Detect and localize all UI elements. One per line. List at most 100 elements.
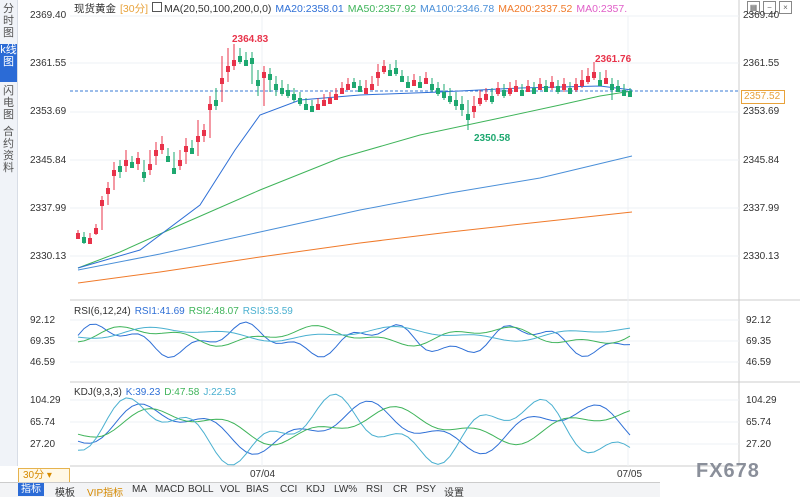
- candle-body: [274, 84, 278, 90]
- tab-vol[interactable]: VOL: [220, 484, 241, 495]
- candle-body: [436, 88, 440, 94]
- candle-body: [520, 90, 524, 96]
- candle-body: [280, 88, 284, 94]
- period-selector-label: 30分: [23, 470, 45, 481]
- ma200-line: [77, 211, 633, 284]
- candle-body: [334, 94, 338, 100]
- sidebar-item-contract-info[interactable]: 合约资料: [3, 126, 14, 174]
- candle-body: [358, 86, 362, 92]
- candle-body: [532, 88, 536, 94]
- main-chart-header: 现货黄金 [30分] MA(20,50,100,200,0,0) MA20:2358.…: [74, 1, 631, 15]
- symbol-name: 现货黄金: [74, 3, 116, 15]
- d-line: [77, 406, 631, 446]
- tab-kdj[interactable]: KDJ: [306, 484, 325, 495]
- candle-body: [166, 156, 170, 162]
- rsi1-value: RSI1:41.69: [134, 306, 185, 317]
- tab-vip-indicators[interactable]: VIP指标: [87, 488, 124, 499]
- y-tick-label: 2330.13: [743, 251, 780, 262]
- current-price-tag: 2357.52: [741, 90, 785, 104]
- high-price-annotation: 2364.83: [232, 34, 269, 45]
- ma20-line: [77, 85, 633, 269]
- close-icon[interactable]: ×: [779, 1, 792, 14]
- window-controls: ▦ − ×: [744, 1, 792, 15]
- tab-psy[interactable]: PSY: [416, 484, 437, 495]
- y-tick-label: 2369.40: [743, 10, 780, 21]
- candle-body: [364, 88, 368, 94]
- indicator-tab-bar: 指标 模板 VIP指标 MA MACD BOLL VOL BIAS CCI KD…: [0, 482, 660, 499]
- kdj-y-tick-left: 65.74: [30, 417, 56, 428]
- candle-body: [424, 78, 428, 84]
- tab-boll[interactable]: BOLL: [188, 484, 214, 495]
- sidebar-item-flash[interactable]: 闪电图: [3, 85, 14, 121]
- tab-cci[interactable]: CCI: [280, 484, 298, 495]
- candle-body: [346, 84, 350, 90]
- d-value: D:47.58: [164, 387, 200, 398]
- candle-body: [394, 68, 398, 74]
- ma100-line: [77, 155, 633, 271]
- candle-body: [370, 84, 374, 90]
- candle-body: [286, 90, 290, 96]
- rsi-header: RSI(6,12,24) RSI1:41.69 RSI2:48.07 RSI3:53.…: [74, 306, 297, 317]
- y-tick-label-left: 2337.99: [30, 203, 67, 214]
- left-sidebar: 分时图 k线图 闪电图 合约资料: [0, 0, 18, 466]
- tab-bias[interactable]: BIAS: [246, 484, 269, 495]
- kdj-y-tick-left: 27.20: [30, 439, 56, 450]
- candle-body: [322, 100, 326, 106]
- ma50-line: [77, 90, 633, 269]
- candle-body: [226, 66, 230, 72]
- k-line: [77, 400, 631, 455]
- candle-body: [496, 88, 500, 94]
- ma-settings-icon[interactable]: [152, 2, 163, 12]
- candle-body: [562, 84, 566, 90]
- candle-body: [604, 78, 608, 84]
- y-tick-label-left: 2330.13: [30, 251, 67, 262]
- period-selector[interactable]: 30分 ▾: [18, 468, 70, 483]
- candle-body: [118, 166, 122, 172]
- k-value: K:39.23: [125, 387, 161, 398]
- tab-indicators[interactable]: 指标: [18, 483, 44, 496]
- y-tick-label: 2345.84: [743, 155, 780, 166]
- candle-body: [628, 91, 632, 97]
- sidebar-item-timeshare[interactable]: 分时图: [3, 3, 14, 39]
- candle-body: [382, 66, 386, 72]
- rsi-y-tick: 46.59: [746, 357, 772, 368]
- low-price-annotation: 2350.58: [474, 133, 511, 144]
- candle-body: [238, 56, 242, 62]
- rsi2-line: [77, 325, 631, 347]
- tab-settings[interactable]: 设置: [444, 488, 464, 499]
- candle-body: [610, 84, 614, 90]
- y-tick-label: 2337.99: [743, 203, 780, 214]
- tab-rsi[interactable]: RSI: [366, 484, 383, 495]
- tab-lw[interactable]: LW%: [334, 484, 358, 495]
- candle-body: [508, 88, 512, 94]
- grid-icon[interactable]: ▦: [747, 1, 760, 14]
- candle-body: [94, 228, 98, 234]
- ma50-value: MA50:2357.92: [347, 3, 417, 15]
- tab-templates[interactable]: 模板: [55, 488, 75, 499]
- tab-macd[interactable]: MACD: [155, 484, 185, 495]
- candle-body: [130, 162, 134, 168]
- minimize-icon[interactable]: −: [763, 1, 776, 14]
- candle-body: [556, 86, 560, 92]
- candle-body: [214, 100, 218, 106]
- candle-body: [202, 130, 206, 136]
- candle-body: [466, 114, 470, 120]
- candle-body: [550, 82, 554, 88]
- candle-body: [208, 104, 212, 110]
- y-tick-label: 2353.69: [743, 106, 780, 117]
- candle-body: [592, 72, 596, 78]
- candle-body: [160, 144, 164, 150]
- candle-body: [76, 233, 80, 239]
- rsi-label: RSI(6,12,24): [74, 306, 131, 317]
- candle-body: [184, 146, 188, 152]
- tab-cr[interactable]: CR: [393, 484, 408, 495]
- tab-ma[interactable]: MA: [132, 484, 147, 495]
- rsi2-value: RSI2:48.07: [188, 306, 239, 317]
- candle-body: [376, 72, 380, 78]
- candle-body: [490, 96, 494, 102]
- candle-body: [148, 164, 152, 170]
- sidebar-item-kline[interactable]: k线图: [0, 44, 17, 82]
- candle-body: [538, 84, 542, 90]
- candle-body: [298, 98, 302, 104]
